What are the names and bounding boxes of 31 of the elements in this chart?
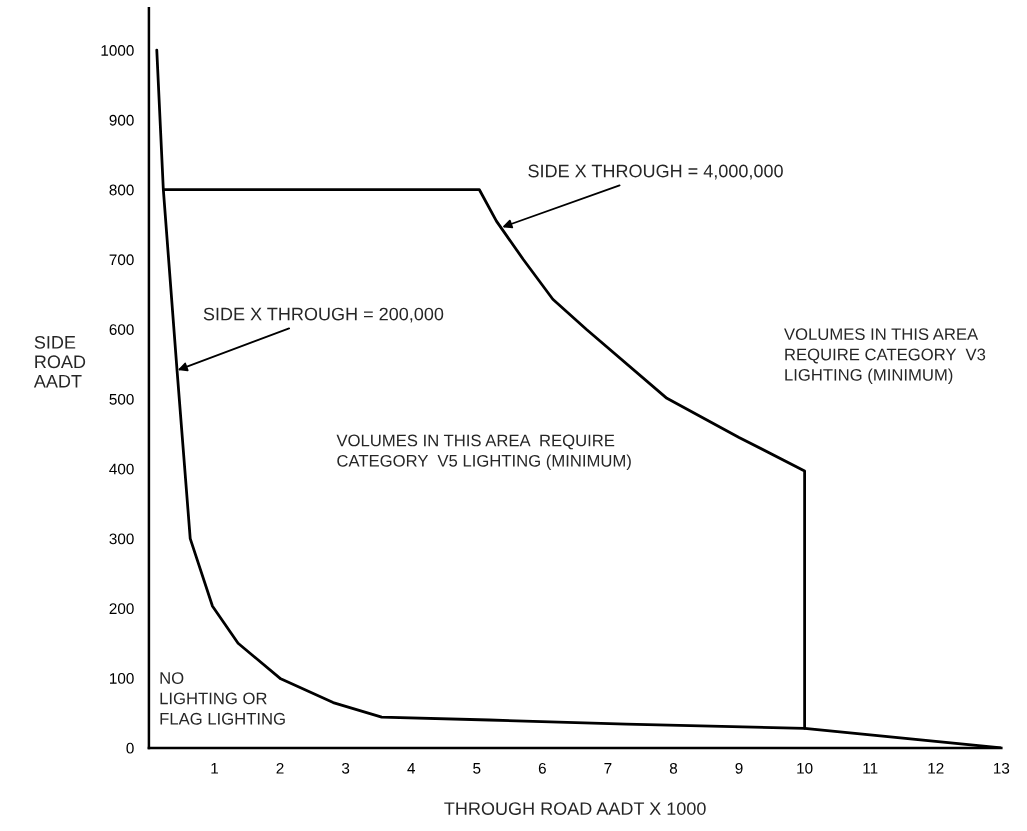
y-tick-label: 800 [109,184,134,196]
y-axis-title: SIDE ROAD AADT [33,335,86,388]
y-tick-label: 400 [109,463,134,475]
x-tick-label: 7 [604,763,612,774]
y-tick-label: 500 [109,393,134,405]
y-tick-label: 300 [109,533,134,545]
x-tick-label: 13 [993,762,1010,774]
y-tick-label: 100 [110,672,134,684]
x-tick-label: 4 [407,763,415,774]
y-tick-label: 900 [109,114,134,126]
x-tick-label: 11 [863,763,878,774]
y-tick-label: 1000 [101,45,134,56]
x-tick-label: 1 [211,763,218,774]
x-tick-label: 9 [735,762,743,774]
x-axis-title: THROUGH ROAD AADT X 1000 [444,802,706,815]
y-tick-label: 200 [109,603,134,615]
annotation: SIDE X THROUGH = 200,000 [203,307,444,323]
x-tick-label: 8 [669,762,678,774]
y-tick-label: 600 [109,324,134,335]
x-tick-label: 6 [538,762,546,774]
x-tick-label: 12 [928,762,944,774]
y-tick-label: 0 [126,742,134,754]
annotation: SIDE X THROUGH = 4,000,000 [528,164,783,180]
y-tick-label: 700 [109,254,134,266]
x-tick-label: 3 [341,762,350,774]
x-tick-label: 10 [797,762,813,774]
annotation: VOLUMES IN THIS AREA REQUIRE CATEGORY V3 LIGHTING (MINIMUM) [784,328,986,385]
x-tick-label: 2 [276,762,284,774]
annotation: VOLUMES IN THIS AREA REQUIRE CATEGORY V5 LIGHTING (MINIMUM) [336,434,631,471]
x-tick-label: 5 [473,763,481,774]
annotation: NO LIGHTING OR FLAG LIGHTING [160,672,285,725]
